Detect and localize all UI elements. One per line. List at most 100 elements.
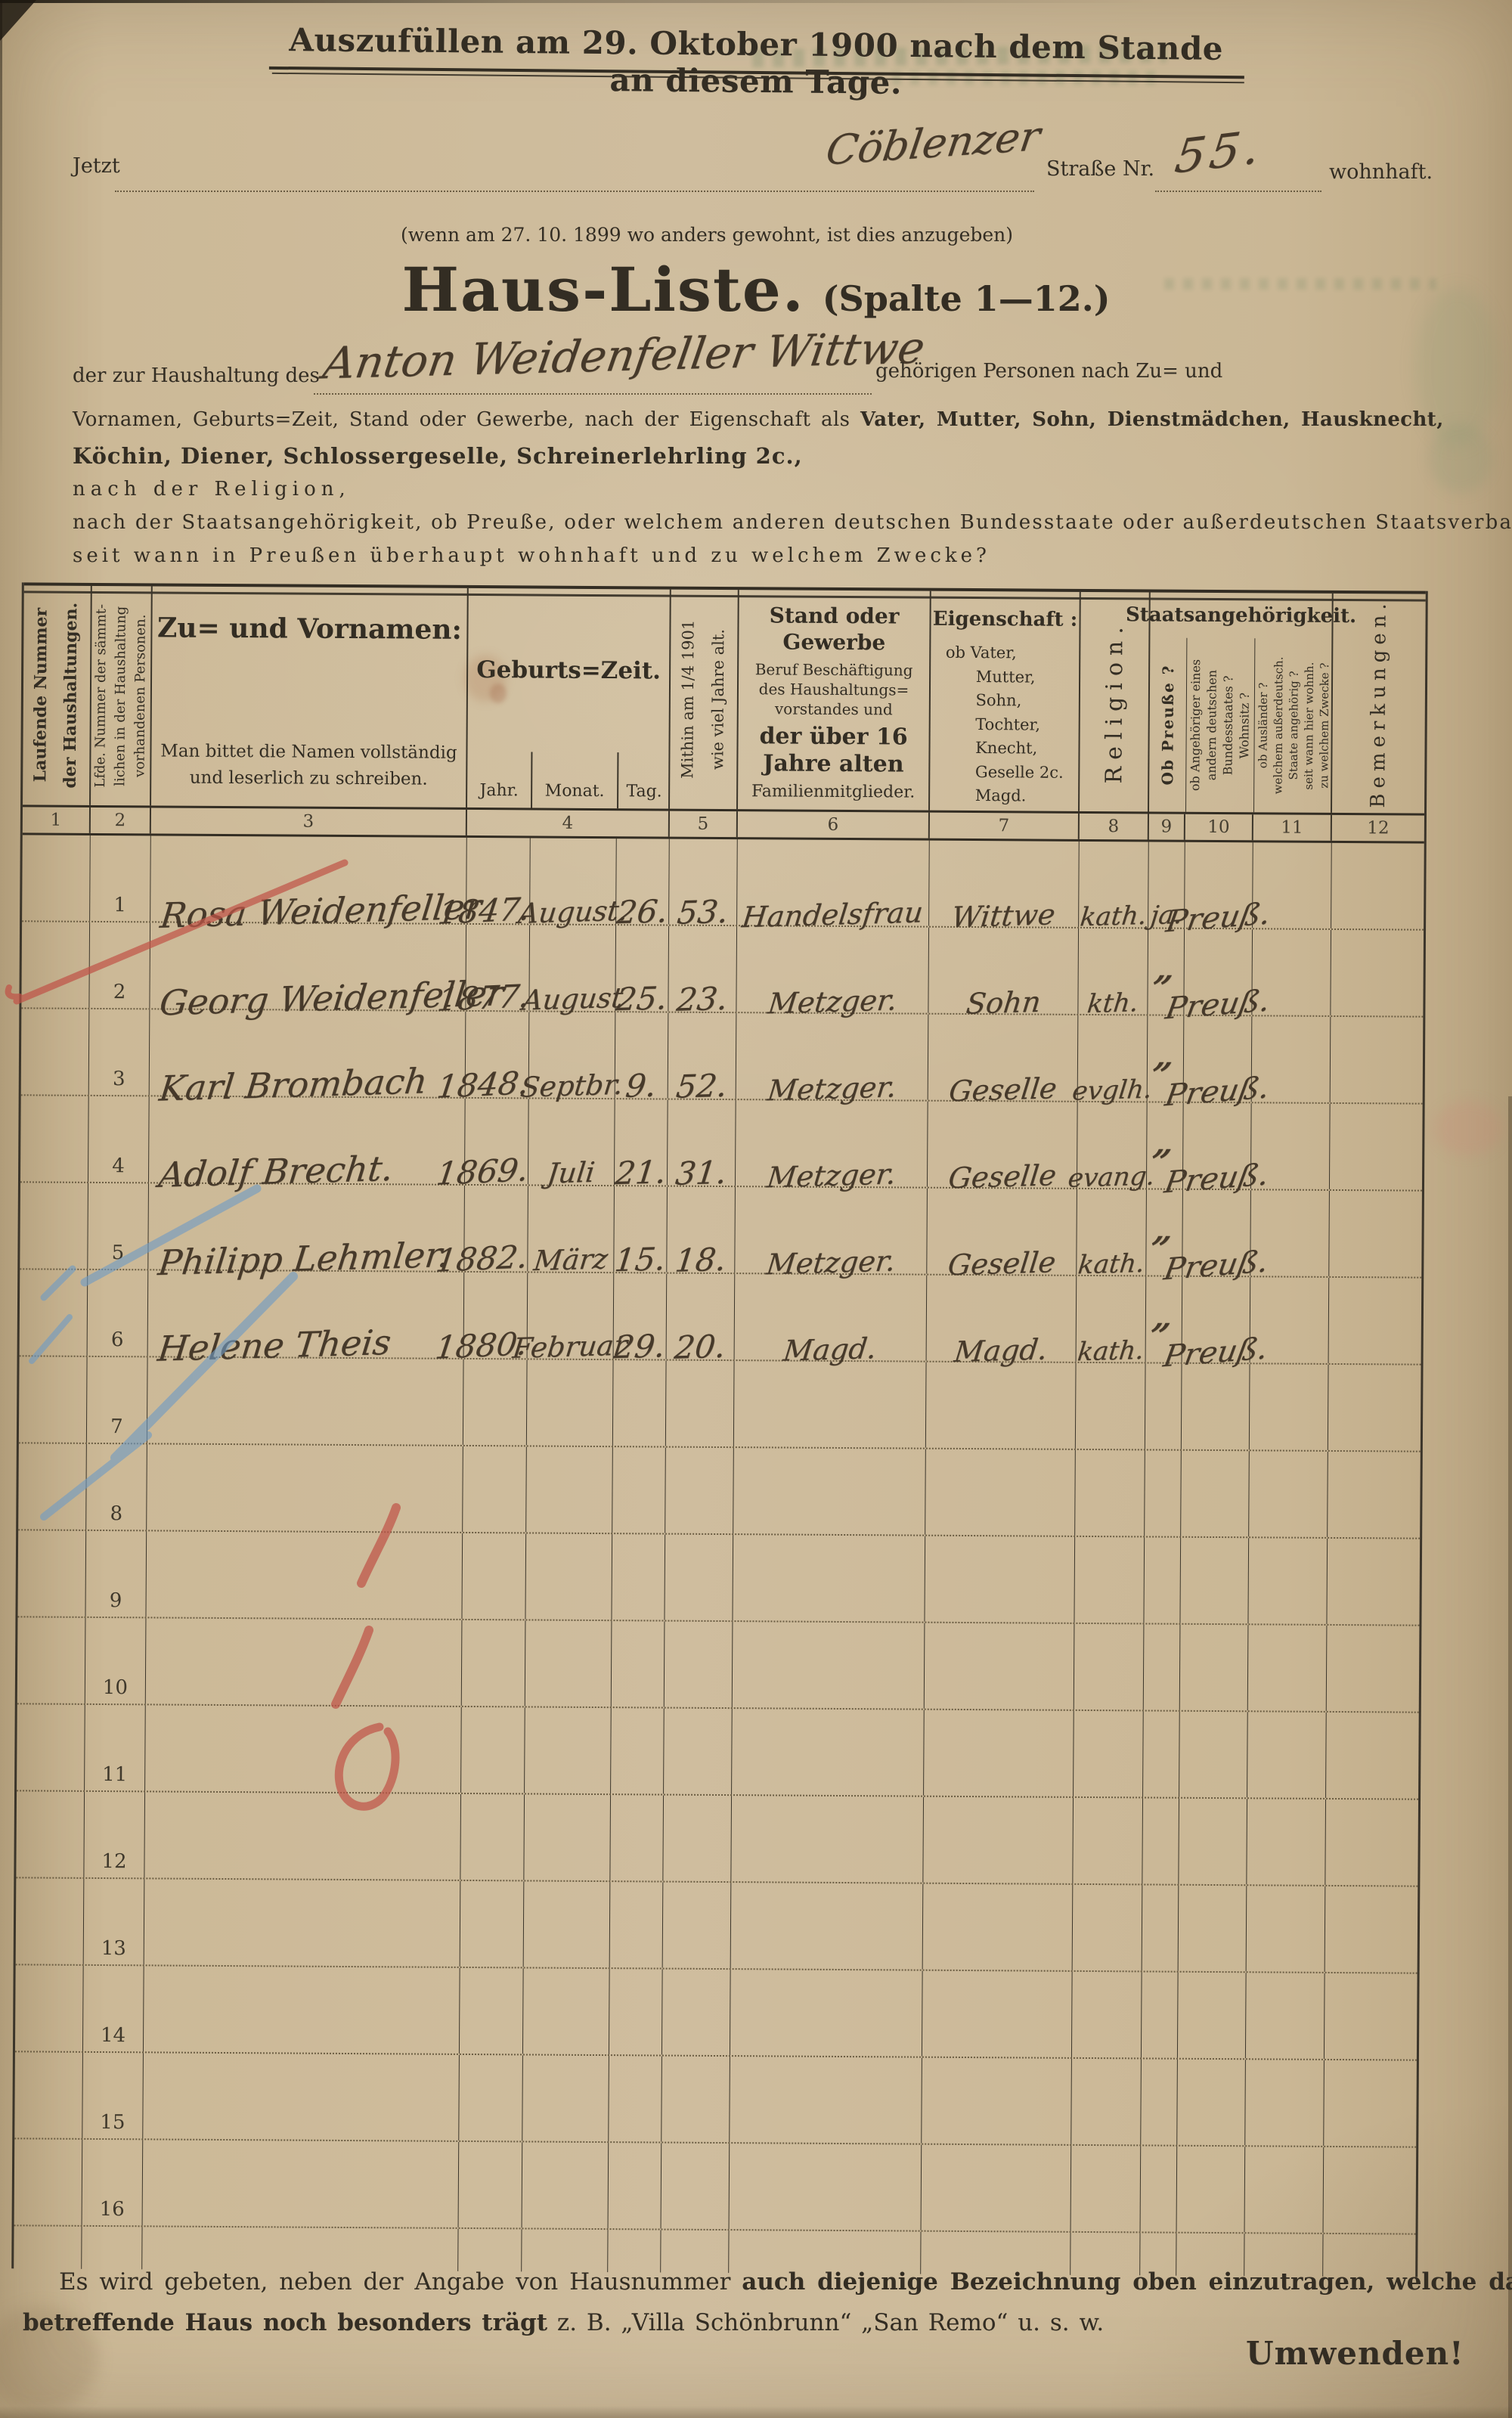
cell-foreigner (1247, 1625, 1328, 1711)
cell-birth-month (522, 2142, 609, 2229)
cell-age (664, 1621, 733, 1708)
cell-religion (1074, 1710, 1144, 1797)
col-number: 10 (1185, 814, 1253, 841)
cell-birth-month (524, 1794, 612, 1881)
cell-prussian (1144, 1537, 1182, 1623)
cell-foreigner (1247, 1712, 1327, 1798)
cell-remarks (1330, 1104, 1423, 1190)
scan-left-edge (0, 0, 2, 484)
cell-remarks (1331, 843, 1424, 929)
cell-foreigner (1249, 1364, 1329, 1450)
cell-religion (1075, 1449, 1145, 1536)
cell-relationship: Magd. (926, 1275, 1077, 1369)
cell-birth-month (522, 1968, 610, 2055)
footer-tail: z. B. „Villa Schönbrunn“ „San Remo“ u. s… (547, 2309, 1105, 2336)
cell-foreigner (1244, 2147, 1325, 2233)
cell-religion (1070, 2145, 1142, 2232)
cell-occupation (732, 1709, 925, 1796)
col-number: 6 (737, 811, 930, 839)
cell-birth-month (525, 1707, 612, 1794)
cell-age: 23. (668, 925, 738, 1018)
footer-note-line1: Es wird gebeten, neben der Angabe von Ha… (59, 2268, 1512, 2296)
column-header-person-number: Lfde. Nummer der sämmt- lichen in der Ha… (91, 585, 153, 806)
cell-birth-day (612, 1534, 666, 1620)
cell-other-state (1178, 1885, 1247, 1972)
column-header-relationship: Eigenschaft : ob Vater, Mutter, Sohn, To… (930, 591, 1081, 811)
cell-household-number (14, 2139, 83, 2225)
subheader-jahr: Jahr. (479, 781, 519, 801)
cell-age: 31. (667, 1099, 736, 1192)
cell-birth-year (459, 2054, 523, 2141)
cell-birth-day: 15. (613, 1186, 668, 1279)
cell-household-number (18, 1443, 87, 1530)
house-list-table: Laufende Nummer der Haushaltungen. Lfde.… (11, 582, 1428, 2277)
form-title: Haus-Liste. (401, 254, 805, 325)
cell-birth-month: Februar (511, 1273, 629, 1365)
subheader-monat: Monat. (531, 752, 618, 809)
cell-prussian (1145, 1363, 1182, 1449)
cell-relationship (925, 1536, 1076, 1623)
cell-age (662, 1882, 732, 1969)
cell-person-number: 3 (88, 1009, 150, 1096)
cell-birth-month (526, 1359, 614, 1446)
cell-birth-year (463, 1359, 528, 1446)
footer-bold-2: betreffende Haus noch besonders trägt (23, 2309, 548, 2336)
table-row: 12 (16, 1791, 1419, 1887)
cell-birth-day (609, 1882, 664, 1968)
cell-remarks (1329, 1191, 1422, 1277)
intro-line2: Vornamen, Geburts=Zeit, Stand oder Gewer… (73, 408, 1444, 431)
col-number: 9 (1148, 814, 1185, 840)
cell-prussian (1142, 1885, 1179, 1971)
cell-age (661, 2143, 730, 2230)
cell-occupation: Metzger. (735, 1100, 928, 1194)
cell-occupation (729, 2144, 922, 2230)
cell-religion: kath. (1077, 1189, 1147, 1280)
cell-person-number: 9 (85, 1530, 147, 1617)
cell-household-number (16, 1791, 85, 1877)
cell-prussian (1145, 1450, 1182, 1536)
cell-person-number: 15 (82, 2052, 144, 2139)
cell-household-number (17, 1530, 87, 1617)
cell-other-state: Preuß. (1163, 1015, 1272, 1113)
col-number: 7 (929, 812, 1080, 839)
cell-name (147, 1357, 464, 1445)
cell-name (145, 1618, 463, 1706)
cell-foreigner (1245, 2060, 1325, 2146)
scan-right-edge (1508, 1096, 1512, 2418)
cell-other-state (1176, 2146, 1246, 2233)
cell-other-state (1177, 2059, 1246, 2146)
cell-foreigner (1251, 1016, 1331, 1102)
prussian-handwritten: „ (1150, 1124, 1179, 1163)
cell-relationship: Geselle (928, 1014, 1079, 1108)
cell-relationship: Wittwe (929, 840, 1080, 934)
cell-foreigner (1252, 929, 1332, 1015)
cell-person-number: 4 (88, 1096, 150, 1183)
cell-person-number: 13 (83, 1878, 145, 1965)
cell-name: Adolf Brecht. (148, 1096, 466, 1195)
cell-name (147, 1444, 463, 1532)
cell-household-number (19, 1269, 88, 1356)
names-title: Zu= und Vornamen: (156, 612, 462, 646)
cell-other-state (1181, 1363, 1250, 1450)
house-number-handwritten: 55. (1172, 119, 1267, 184)
cell-remarks (1325, 1800, 1418, 1886)
table-row: 1 Rosa Weidenfeller 1847. August. 26. 53… (22, 835, 1424, 939)
col-number: 11 (1253, 814, 1332, 841)
cell-name (143, 1966, 460, 2054)
cell-birth-month: Septbr. (519, 1012, 624, 1104)
cell-occupation: Metzger. (736, 1013, 929, 1107)
cell-age: 53. (669, 839, 738, 932)
relationship-title: Eigenschaft : (932, 607, 1078, 631)
cell-occupation: Metzger. (735, 1187, 928, 1281)
house-number-dotted-rule (1155, 191, 1321, 192)
relocation-note: (wenn am 27. 10. 1899 wo anders gewohnt,… (400, 224, 1014, 246)
cell-age (665, 1534, 734, 1621)
cell-prussian (1143, 1624, 1181, 1710)
cell-remarks (1328, 1452, 1421, 1538)
cell-foreigner (1253, 842, 1332, 928)
cell-prussian (1141, 2059, 1178, 2145)
green-smudge-right (1415, 287, 1498, 446)
table-body: 1 Rosa Weidenfeller 1847. August. 26. 53… (14, 835, 1424, 2235)
cell-relationship (925, 1362, 1077, 1449)
table-header-row: Laufende Nummer der Haushaltungen. Lfde.… (23, 582, 1426, 814)
